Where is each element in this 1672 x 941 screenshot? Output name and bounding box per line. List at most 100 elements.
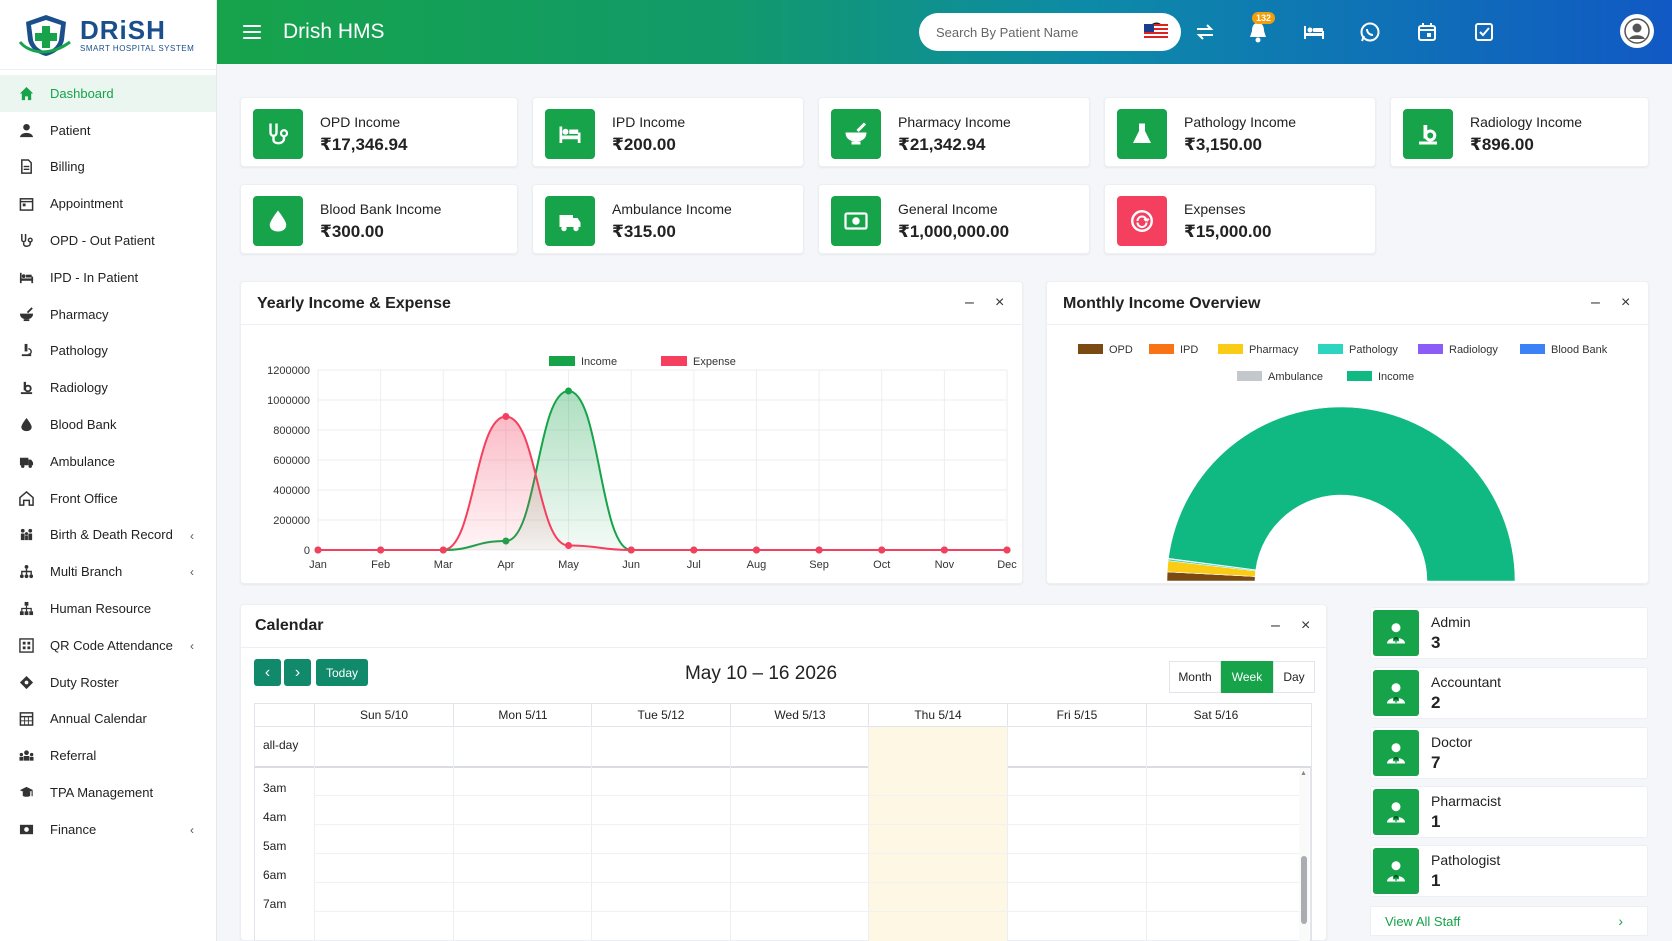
staff-role: Pharmacist xyxy=(1431,793,1502,809)
switch-icon[interactable] xyxy=(1192,19,1218,45)
calendar-week-grid: Sun 5/10 Mon 5/11 Tue 5/12 Wed 5/13 Thu 5/14… xyxy=(254,703,1312,941)
logo[interactable]: DRiSH SMART HOSPITAL SYSTEM xyxy=(0,0,216,70)
sidebar-item-label: Human Resource xyxy=(50,601,152,617)
bed-icon[interactable] xyxy=(1301,19,1327,45)
legend-label: Income xyxy=(1378,371,1414,383)
calendar-day-header: Tue 5/12 xyxy=(591,704,730,726)
sidebar-item-label: IPD - In Patient xyxy=(50,269,139,285)
stat-card-pathology-income[interactable]: Pathology Income ₹3,150.00 xyxy=(1104,97,1376,167)
calendar-view-month[interactable]: Month xyxy=(1169,661,1221,693)
calendar-icon[interactable] xyxy=(1414,19,1440,45)
sidebar-item-opd-out-patient[interactable]: OPD - Out Patient xyxy=(0,222,216,259)
staff-card-accountant[interactable]: Accountant 2 xyxy=(1370,667,1648,719)
sidebar-item-pharmacy[interactable]: Pharmacy xyxy=(0,296,216,333)
calendar-today-button[interactable]: Today xyxy=(316,659,368,686)
sidebar-item-multi-branch[interactable]: Multi Branch ‹ xyxy=(0,553,216,590)
sidebar-item-pathology[interactable]: Pathology xyxy=(0,333,216,370)
expense-icon xyxy=(1117,196,1167,246)
stat-card-opd-income[interactable]: OPD Income ₹17,346.94 xyxy=(240,97,518,167)
close-button[interactable]: × xyxy=(995,294,1005,311)
staff-role: Pathologist xyxy=(1431,852,1501,868)
x-tick-label: Jun xyxy=(622,559,640,571)
billing-icon xyxy=(18,159,34,175)
sidebar-item-ambulance[interactable]: Ambulance xyxy=(0,443,216,480)
sidebar-item-referral[interactable]: Referral xyxy=(0,737,216,774)
close-button[interactable]: × xyxy=(1301,617,1311,634)
stat-label: Ambulance Income xyxy=(612,201,732,217)
stethoscope-icon xyxy=(253,109,303,159)
sidebar-item-ipd-in-patient[interactable]: IPD - In Patient xyxy=(0,259,216,296)
sidebar-item-appointment[interactable]: Appointment xyxy=(0,185,216,222)
stat-card-ipd-income[interactable]: IPD Income ₹200.00 xyxy=(532,97,804,167)
bed-icon xyxy=(18,269,34,285)
legend-swatch xyxy=(1149,344,1174,354)
whatsapp-icon[interactable] xyxy=(1357,19,1383,45)
calendar-scrollbar[interactable]: ▲ xyxy=(1299,768,1309,941)
sidebar-item-radiology[interactable]: Radiology xyxy=(0,369,216,406)
home-icon xyxy=(18,85,34,101)
sidebar-item-front-office[interactable]: Front Office xyxy=(0,480,216,517)
sidebar-item-patient[interactable]: Patient xyxy=(0,112,216,149)
stat-card-blood-bank-income[interactable]: Blood Bank Income ₹300.00 xyxy=(240,184,518,254)
sidebar-item-tpa-management[interactable]: TPA Management xyxy=(0,774,216,811)
chevron-left-icon: ‹ xyxy=(190,822,194,837)
panel-title: Yearly Income & Expense xyxy=(257,295,451,312)
task-check-icon[interactable] xyxy=(1471,19,1497,45)
minimize-button[interactable]: – xyxy=(1591,294,1600,311)
sidebar-item-duty-roster[interactable]: Duty Roster xyxy=(0,664,216,701)
legend-swatch xyxy=(1318,344,1343,354)
staff-card-pharmacist[interactable]: Pharmacist 1 xyxy=(1370,786,1648,838)
y-tick-label: 400000 xyxy=(273,485,310,497)
stat-card-expenses[interactable]: Expenses ₹15,000.00 xyxy=(1104,184,1376,254)
legend-label: Pharmacy xyxy=(1249,344,1299,356)
series-line-expense xyxy=(317,415,1007,551)
calendar-prev-button[interactable]: ‹ xyxy=(254,659,281,686)
stat-card-ambulance-income[interactable]: Ambulance Income ₹315.00 xyxy=(532,184,804,254)
x-tick-label: Jan xyxy=(309,559,327,571)
us-flag-icon[interactable] xyxy=(1143,19,1169,45)
user-avatar[interactable] xyxy=(1620,14,1654,48)
calendar-view-week[interactable]: Week xyxy=(1221,661,1273,693)
y-tick-label: 1000000 xyxy=(267,395,310,407)
data-point-expense xyxy=(377,546,385,554)
time-slot-label: 5am xyxy=(263,839,287,853)
drop-icon xyxy=(253,196,303,246)
sidebar-item-qr-code-attendance[interactable]: QR Code Attendance ‹ xyxy=(0,627,216,664)
calendar-next-button[interactable]: › xyxy=(284,659,311,686)
stat-label: Pathology Income xyxy=(1184,114,1297,130)
calendar-view-day[interactable]: Day xyxy=(1273,661,1315,693)
y-tick-label: 600000 xyxy=(273,455,310,467)
stat-card-radiology-income[interactable]: Radiology Income ₹896.00 xyxy=(1390,97,1649,167)
stat-card-general-income[interactable]: General Income ₹1,000,000.00 xyxy=(818,184,1090,254)
chevron-left-icon: ‹ xyxy=(190,565,194,580)
staff-card-admin[interactable]: Admin 3 xyxy=(1370,607,1648,659)
legend-label: Radiology xyxy=(1449,344,1498,356)
sidebar-item-finance[interactable]: Finance ‹ xyxy=(0,811,216,848)
sidebar-item-annual-calendar[interactable]: Annual Calendar xyxy=(0,701,216,738)
staff-card-doctor[interactable]: Doctor 7 xyxy=(1370,727,1648,779)
x-tick-label: Oct xyxy=(873,559,890,571)
stat-value: ₹15,000.00 xyxy=(1184,222,1272,241)
yearly-income-expense-panel: Yearly Income & Expense – × 0 200000 40000… xyxy=(240,281,1023,584)
notification-bell-icon[interactable]: 132 xyxy=(1245,12,1276,45)
sidebar-item-dashboard[interactable]: Dashboard xyxy=(0,75,216,112)
stat-card-pharmacy-income[interactable]: Pharmacy Income ₹21,342.94 xyxy=(818,97,1090,167)
view-all-staff-link[interactable]: View All Staff › xyxy=(1370,906,1648,936)
data-point-expense xyxy=(314,546,322,554)
hamburger-menu-icon[interactable] xyxy=(243,25,261,39)
x-tick-label: Feb xyxy=(371,559,390,571)
sidebar-item-human-resource[interactable]: Human Resource xyxy=(0,590,216,627)
minimize-button[interactable]: – xyxy=(1271,617,1280,634)
staff-card-pathologist[interactable]: Pathologist 1 xyxy=(1370,845,1648,897)
stat-value: ₹17,346.94 xyxy=(320,135,408,154)
close-button[interactable]: × xyxy=(1621,294,1631,311)
data-point-income xyxy=(565,387,573,395)
sidebar-item-birth-death-record[interactable]: Birth & Death Record ‹ xyxy=(0,517,216,554)
minimize-button[interactable]: – xyxy=(965,294,974,311)
patient-search-input[interactable] xyxy=(936,24,1136,40)
legend-label: IPD xyxy=(1180,344,1198,356)
panel-title: Calendar xyxy=(255,617,324,634)
mortar-icon xyxy=(18,306,34,322)
sidebar-item-billing[interactable]: Billing xyxy=(0,149,216,186)
sidebar-item-blood-bank[interactable]: Blood Bank xyxy=(0,406,216,443)
